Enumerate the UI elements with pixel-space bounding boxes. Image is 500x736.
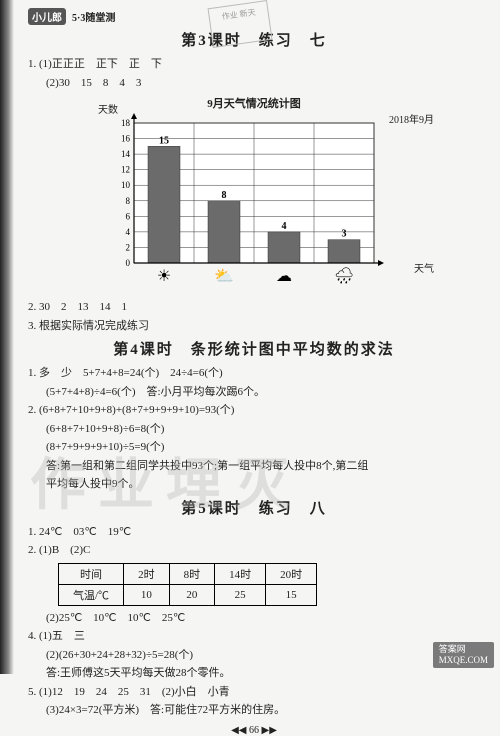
sec4-q2b: (6+8+7+10+9+8)÷6=8(个) xyxy=(46,421,480,438)
sec4-q1a: 1. 多 少 5+7+4+8=24(个) 24÷4=6(个) xyxy=(28,365,480,382)
sec5-q1: 1. 24℃ 03℃ 19℃ xyxy=(28,524,480,541)
site-l1: 答案网 xyxy=(439,644,488,655)
sec4-q1b: (5+7+4+8)÷4=6(个) 答:小月平均每次踢6个。 xyxy=(46,384,480,401)
chart-ylabel: 天数 xyxy=(98,101,118,116)
chart-xlabel: 天气 xyxy=(414,260,434,275)
site-badge: 答案网 MXQE.COM xyxy=(433,642,494,668)
site-l2: MXQE.COM xyxy=(439,655,488,666)
table-cell: 10 xyxy=(124,584,170,605)
svg-text:18: 18 xyxy=(121,118,131,128)
sec3-q2: 2. 30 2 13 14 1 xyxy=(28,299,480,316)
sec5-table: 时间2时8时14时20时气温/℃10202515 xyxy=(58,563,317,606)
svg-text:3: 3 xyxy=(342,229,347,240)
svg-text:🌧: 🌧 xyxy=(334,267,354,285)
sec5-q4a: 4. (1)五 三 xyxy=(28,628,480,645)
svg-text:☀: ☀ xyxy=(157,268,171,285)
table-cell: 25 xyxy=(215,584,266,605)
svg-text:0: 0 xyxy=(126,258,131,268)
table-cell: 气温/℃ xyxy=(59,584,124,605)
sec5-title: 第5课时 练习 八 xyxy=(28,497,480,518)
svg-text:4: 4 xyxy=(126,227,131,237)
table-cell: 14时 xyxy=(215,563,266,584)
logo: 小儿郎 xyxy=(28,8,66,25)
chart-svg: 0 2 4 6 8 10 12 14 16 18 15 ☀ 8 ⛅ 4 ☁ 3 🌧 xyxy=(104,113,404,293)
binding-edge xyxy=(0,0,14,674)
sec5-q5a: 5. (1)12 19 24 25 31 (2)小白 小青 xyxy=(28,684,480,701)
sec5-q4b: (2)(26+30+24+28+32)÷5=28(个) xyxy=(46,647,480,664)
svg-text:14: 14 xyxy=(121,149,131,159)
svg-text:⛅: ⛅ xyxy=(214,268,234,285)
table-cell: 15 xyxy=(266,584,317,605)
sec5-q5b: (3)24×3=72(平方米) 答:可能住72平方米的住房。 xyxy=(46,702,480,719)
svg-text:8: 8 xyxy=(126,196,131,206)
svg-text:☁: ☁ xyxy=(276,268,292,285)
table-cell: 20时 xyxy=(266,563,317,584)
svg-text:10: 10 xyxy=(121,180,131,190)
sec4-title: 第4课时 条形统计图中平均数的求法 xyxy=(28,338,480,359)
sec4-q2e: 平均每人投中9个。 xyxy=(46,476,480,493)
bar-chart: 2018年9月 天数 天气 02468101214161815☀8⛅4☁3🌧 xyxy=(104,113,404,293)
sec5-q2a: 2. (1)B (2)C xyxy=(28,542,480,559)
sec3-q1b: (2)30 15 8 4 3 xyxy=(46,75,480,92)
chart-title: 9月天气情况统计图 xyxy=(28,95,480,111)
sec4-q2a: 2. (6+8+7+10+9+8)+(8+7+9+9+9+10)=93(个) xyxy=(28,402,480,419)
page-num-text: 66 xyxy=(249,725,259,736)
svg-text:12: 12 xyxy=(121,165,130,175)
table-cell: 2时 xyxy=(124,563,170,584)
sec4-q2c: (8+7+9+9+9+10)÷5=9(个) xyxy=(46,439,480,456)
table-cell: 20 xyxy=(169,584,215,605)
stamp: 作业 新天 xyxy=(208,0,273,48)
page-number: ◀◀ 66 ▶▶ xyxy=(28,725,480,736)
chart-date: 2018年9月 xyxy=(389,111,434,126)
sec3-q3: 3. 根据实际情况完成练习 xyxy=(28,318,480,335)
sec4-q2d: 答:第一组和第二组同学共投中93个;第一组平均每人投中8个,第二组 xyxy=(46,458,480,475)
svg-text:2: 2 xyxy=(126,242,131,252)
svg-text:15: 15 xyxy=(159,135,169,146)
series-label: 5·3随堂测 xyxy=(72,9,115,24)
svg-text:16: 16 xyxy=(121,134,131,144)
svg-text:4: 4 xyxy=(282,221,287,232)
sec5-q4c: 答:王师傅这5天平均每天做28个零件。 xyxy=(46,665,480,682)
sec3-q1a: 1. (1)正正正 正下 正 下 xyxy=(28,56,480,73)
table-cell: 时间 xyxy=(59,563,124,584)
sec5-q2b: (2)25℃ 10℃ 10℃ 25℃ xyxy=(46,610,480,627)
svg-text:6: 6 xyxy=(126,211,131,221)
svg-text:8: 8 xyxy=(222,190,227,201)
table-cell: 8时 xyxy=(169,563,215,584)
